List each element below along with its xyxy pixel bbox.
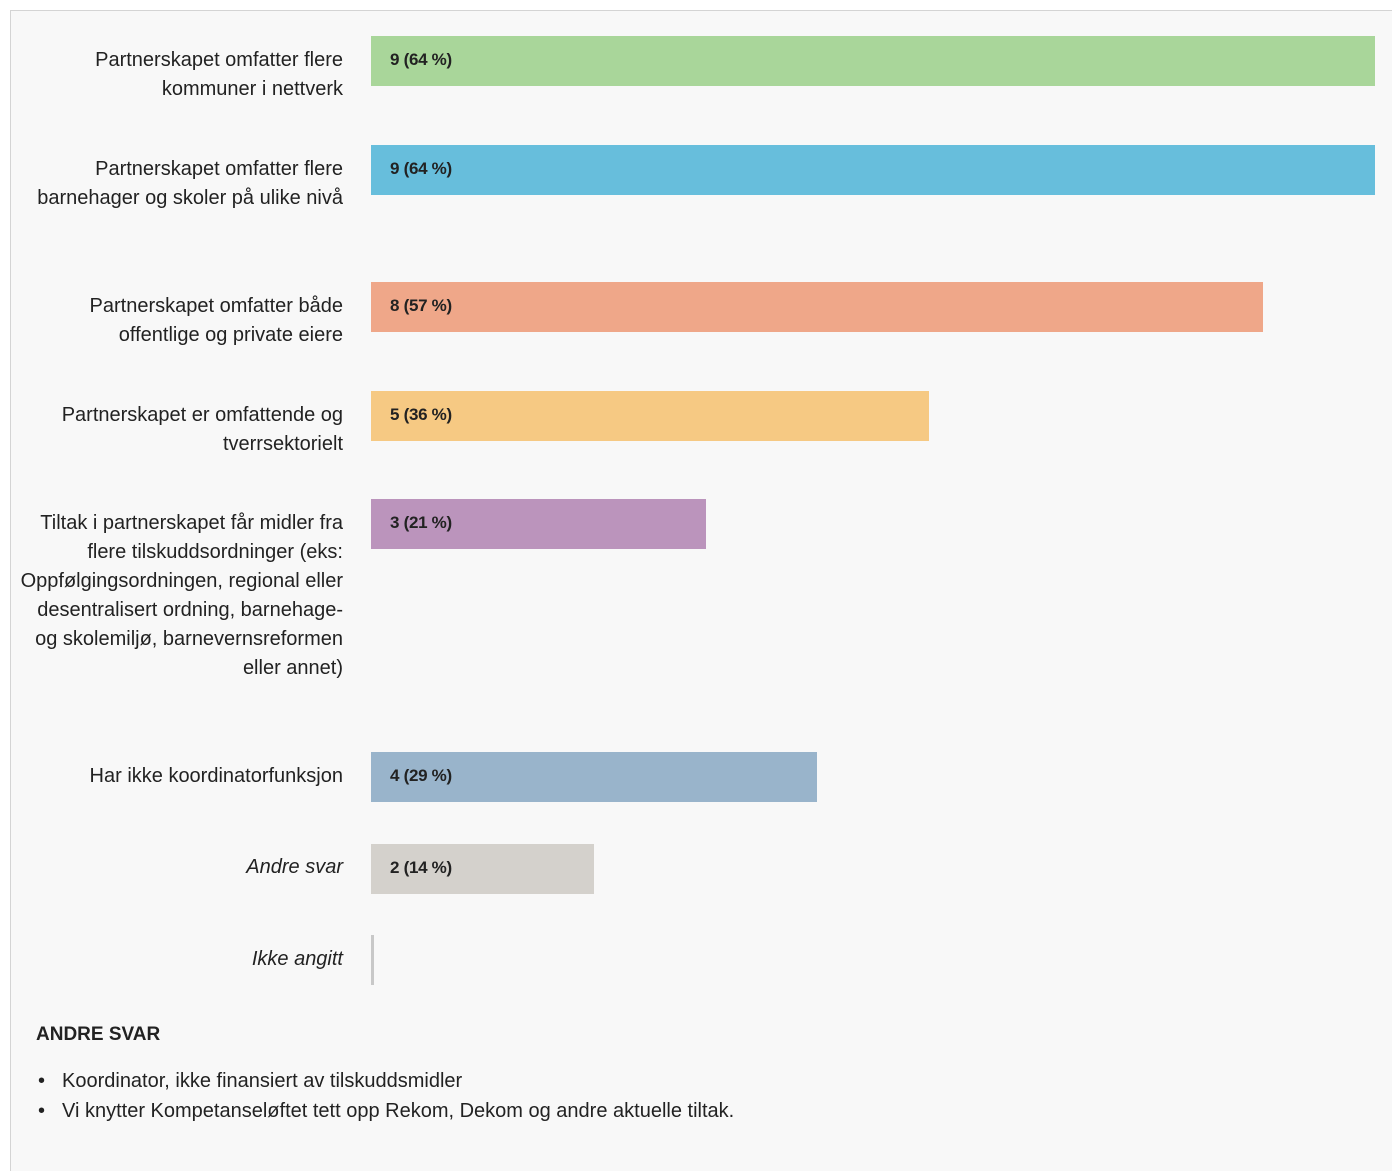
other-answer-text: Vi knytter Kompetanseløftet tett opp Rek…: [62, 1100, 735, 1122]
bar: 3 (21 %): [371, 499, 706, 549]
bar: 9 (64 %): [371, 145, 1375, 195]
zero-bar: [371, 935, 374, 985]
bar-value-label: 4 (29 %): [390, 766, 452, 785]
category-label: Har ikke koordinatorfunksjon: [89, 765, 343, 787]
survey-result-panel: [10, 10, 1392, 1171]
bar-value-label: 3 (21 %): [390, 513, 452, 532]
bar-value-label: 8 (57 %): [390, 296, 452, 315]
category-label: Partnerskapet omfatter flere kommuner i …: [95, 49, 343, 100]
bar-value-label: 9 (64 %): [390, 50, 452, 69]
bullet-icon: •: [38, 1100, 46, 1122]
other-answer-item: • Koordinator, ikke finansiert av tilskud…: [36, 1066, 734, 1096]
category-label: Andre svar: [246, 856, 343, 878]
other-answers-list: • Koordinator, ikke finansiert av tilskud…: [36, 1066, 734, 1126]
other-answers-heading: ANDRE SVAR: [36, 1024, 161, 1045]
category-label: Partnerskapet omfatter flere barnehager …: [37, 158, 343, 209]
bar: 2 (14 %): [371, 844, 594, 894]
bar-value-label: 2 (14 %): [390, 858, 452, 877]
bar-value-label: 9 (64 %): [390, 159, 452, 178]
category-label: Partnerskapet omfatter både offentlige o…: [89, 295, 343, 346]
bar: 5 (36 %): [371, 391, 929, 441]
bar: 9 (64 %): [371, 36, 1375, 86]
bullet-icon: •: [38, 1070, 46, 1092]
category-label: Tiltak i partnerskapet får midler fra fl…: [20, 512, 343, 679]
category-label: Partnerskapet er omfattende og tverrsekt…: [61, 404, 343, 455]
bar-value-label: 5 (36 %): [390, 405, 452, 424]
category-label: Ikke angitt: [251, 948, 343, 970]
bar: 4 (29 %): [371, 752, 817, 802]
other-answer-text: Koordinator, ikke finansiert av tilskudd…: [62, 1070, 463, 1092]
horizontal-bar-chart: Partnerskapet omfatter flere kommuner i …: [20, 36, 1375, 985]
bar: 8 (57 %): [371, 282, 1263, 332]
other-answer-item: • Vi knytter Kompetanseløftet tett opp Re…: [36, 1096, 734, 1126]
